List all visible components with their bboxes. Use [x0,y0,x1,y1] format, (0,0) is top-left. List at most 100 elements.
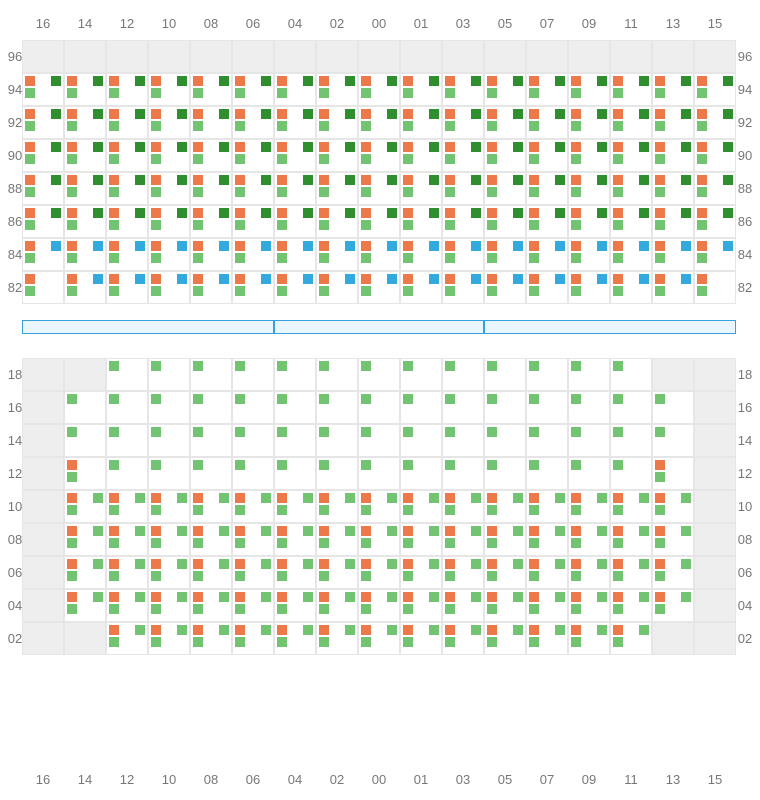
seat-lightgreen[interactable] [25,121,35,131]
table-bar[interactable] [274,320,484,334]
seat-lightgreen[interactable] [681,526,691,536]
seat-orange[interactable] [235,493,245,503]
seat-lightgreen[interactable] [109,286,119,296]
seat-orange[interactable] [319,559,329,569]
seat-lightgreen[interactable] [151,220,161,230]
seat-lightgreen[interactable] [613,571,623,581]
seat-lightgreen[interactable] [513,559,523,569]
seat-lightgreen[interactable] [613,121,623,131]
seat-orange[interactable] [571,208,581,218]
seat-lightgreen[interactable] [109,604,119,614]
seat-orange[interactable] [67,241,77,251]
seat-orange[interactable] [109,142,119,152]
lower-cell[interactable] [442,622,484,655]
lower-cell[interactable] [64,424,106,457]
seat-lightgreen[interactable] [25,154,35,164]
seat-darkgreen[interactable] [555,76,565,86]
lower-cell[interactable] [316,523,358,556]
seat-orange[interactable] [235,208,245,218]
upper-cell[interactable] [148,73,190,106]
seat-lightgreen[interactable] [135,559,145,569]
seat-lightgreen[interactable] [277,121,287,131]
lower-cell[interactable] [526,523,568,556]
seat-lightgreen[interactable] [403,505,413,515]
upper-cell[interactable] [568,106,610,139]
seat-darkgreen[interactable] [345,76,355,86]
seat-orange[interactable] [193,625,203,635]
seat-darkgreen[interactable] [387,208,397,218]
seat-orange[interactable] [361,109,371,119]
seat-lightgreen[interactable] [303,526,313,536]
seat-darkgreen[interactable] [177,208,187,218]
lower-cell[interactable] [232,589,274,622]
seat-lightgreen[interactable] [571,505,581,515]
seat-orange[interactable] [277,493,287,503]
seat-darkgreen[interactable] [219,208,229,218]
seat-orange[interactable] [529,274,539,284]
seat-lightgreen[interactable] [613,154,623,164]
seat-orange[interactable] [319,241,329,251]
lower-cell[interactable] [568,523,610,556]
seat-lightgreen[interactable] [513,526,523,536]
lower-cell[interactable] [652,523,694,556]
upper-cell[interactable] [22,172,64,205]
seat-lightgreen[interactable] [151,88,161,98]
lower-cell[interactable] [358,622,400,655]
lower-cell[interactable] [484,523,526,556]
seat-orange[interactable] [613,274,623,284]
seat-lightgreen[interactable] [655,505,665,515]
seat-lightgreen[interactable] [529,88,539,98]
lower-cell[interactable] [526,490,568,523]
seat-orange[interactable] [277,76,287,86]
seat-orange[interactable] [235,109,245,119]
seat-orange[interactable] [571,76,581,86]
lower-cell[interactable] [190,490,232,523]
seat-lightgreen[interactable] [655,253,665,263]
seat-lightgreen[interactable] [151,253,161,263]
upper-cell[interactable] [274,73,316,106]
seat-lightgreen[interactable] [487,361,497,371]
seat-lightgreen[interactable] [151,637,161,647]
upper-cell[interactable] [484,205,526,238]
lower-cell[interactable] [526,457,568,490]
upper-cell[interactable] [274,139,316,172]
lower-cell[interactable] [610,457,652,490]
seat-orange[interactable] [235,592,245,602]
lower-cell[interactable] [526,589,568,622]
seat-orange[interactable] [151,142,161,152]
seat-orange[interactable] [151,592,161,602]
lower-cell[interactable] [64,523,106,556]
seat-lightgreen[interactable] [681,592,691,602]
lower-cell[interactable] [652,589,694,622]
seat-lightgreen[interactable] [471,526,481,536]
upper-cell[interactable] [22,238,64,271]
seat-lightgreen[interactable] [613,394,623,404]
seat-lightgreen[interactable] [277,154,287,164]
seat-orange[interactable] [361,559,371,569]
lower-cell[interactable] [526,556,568,589]
seat-orange[interactable] [403,559,413,569]
upper-cell[interactable] [316,139,358,172]
seat-orange[interactable] [487,493,497,503]
seat-orange[interactable] [109,175,119,185]
seat-blue[interactable] [177,274,187,284]
lower-cell[interactable] [232,424,274,457]
seat-lightgreen[interactable] [193,220,203,230]
seat-lightgreen[interactable] [655,394,665,404]
upper-cell[interactable] [232,172,274,205]
upper-cell[interactable] [484,271,526,304]
seat-lightgreen[interactable] [445,460,455,470]
seat-lightgreen[interactable] [219,493,229,503]
seat-lightgreen[interactable] [613,88,623,98]
upper-cell[interactable] [400,139,442,172]
upper-cell[interactable] [316,205,358,238]
seat-lightgreen[interactable] [319,637,329,647]
seat-lightgreen[interactable] [319,286,329,296]
seat-blue[interactable] [639,241,649,251]
seat-lightgreen[interactable] [277,427,287,437]
seat-orange[interactable] [445,592,455,602]
seat-lightgreen[interactable] [193,505,203,515]
seat-lightgreen[interactable] [697,220,707,230]
seat-lightgreen[interactable] [639,493,649,503]
seat-lightgreen[interactable] [655,187,665,197]
